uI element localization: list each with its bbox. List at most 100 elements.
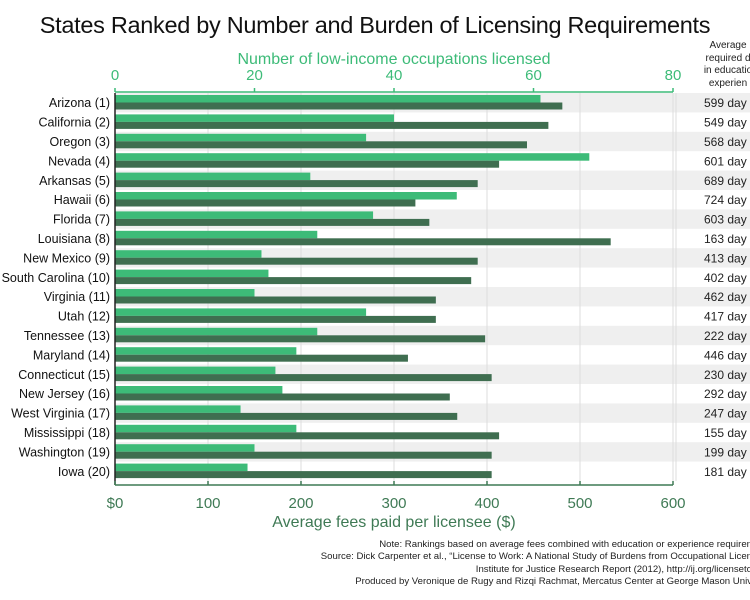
occupations-bar bbox=[115, 153, 590, 161]
days-label: 222 day bbox=[704, 329, 747, 343]
top-axis-tick-label: 60 bbox=[525, 67, 542, 84]
state-label: California (2) bbox=[38, 116, 110, 130]
fees-bar bbox=[115, 412, 458, 420]
state-label: Arizona (1) bbox=[49, 96, 110, 110]
days-label: 402 day bbox=[704, 271, 747, 285]
top-axis-title: Number of low-income occupations license… bbox=[237, 51, 551, 68]
state-label: Oregon (3) bbox=[50, 135, 110, 149]
top-axis-tick-label: 40 bbox=[386, 67, 403, 84]
top-axis-tick-label: 20 bbox=[246, 67, 263, 84]
fees-bar bbox=[115, 315, 436, 323]
bottom-axis-tick-label: 200 bbox=[288, 495, 313, 512]
days-label: 549 day bbox=[704, 116, 747, 130]
days-label: 181 day bbox=[704, 465, 747, 479]
fees-bar bbox=[115, 335, 486, 343]
footer-credit: Produced by Veronique de Rugy and Rizqi … bbox=[355, 575, 750, 587]
occupations-bar bbox=[115, 250, 262, 258]
footer-note: Note: Rankings based on average fees com… bbox=[379, 539, 750, 550]
state-label: Louisiana (8) bbox=[38, 232, 110, 246]
days-label: 163 day bbox=[704, 232, 747, 246]
occupations-bar bbox=[115, 347, 297, 355]
days-label: 599 day bbox=[704, 96, 747, 110]
occupations-bar bbox=[115, 289, 255, 297]
occupations-bar bbox=[115, 95, 541, 103]
occupations-bar bbox=[115, 211, 374, 219]
fees-bar bbox=[115, 218, 430, 226]
chart-title: States Ranked by Number and Burden of Li… bbox=[39, 12, 711, 38]
fees-bar bbox=[115, 432, 500, 440]
state-label: Tennessee (13) bbox=[24, 329, 110, 343]
state-label: Virginia (11) bbox=[44, 290, 110, 304]
fees-bar bbox=[115, 141, 527, 149]
state-label: Nevada (4) bbox=[48, 154, 110, 168]
occupations-bar bbox=[115, 424, 297, 433]
days-column-header: Average required d in educatio experien bbox=[678, 40, 750, 90]
fees-bar bbox=[115, 160, 500, 168]
state-label: Utah (12) bbox=[58, 310, 110, 324]
state-label: Hawaii (6) bbox=[54, 193, 110, 207]
occupations-bar bbox=[115, 230, 318, 239]
state-label: Maryland (14) bbox=[33, 348, 110, 362]
state-label: Washington (19) bbox=[19, 445, 110, 459]
state-label: Arkansas (5) bbox=[39, 174, 110, 188]
occupations-bar bbox=[115, 405, 241, 413]
days-label: 603 day bbox=[704, 213, 747, 227]
fees-bar bbox=[115, 471, 492, 479]
occupations-bar bbox=[115, 463, 248, 472]
days-label: 601 day bbox=[704, 154, 747, 168]
state-label: Mississippi (18) bbox=[24, 426, 110, 440]
days-label: 689 day bbox=[704, 174, 747, 188]
occupations-bar bbox=[115, 444, 255, 452]
days-label: 199 day bbox=[704, 445, 747, 459]
state-label: Florida (7) bbox=[53, 213, 110, 227]
bottom-axis-tick-label: 600 bbox=[660, 495, 685, 512]
occupations-bar bbox=[115, 133, 367, 142]
days-header-line: experien bbox=[708, 77, 748, 89]
fees-bar bbox=[115, 257, 478, 265]
days-label: 446 day bbox=[704, 348, 747, 362]
fees-bar bbox=[115, 296, 436, 304]
state-label: Iowa (20) bbox=[58, 465, 110, 479]
top-axis-tick-label: 0 bbox=[111, 67, 119, 84]
days-header-line: required d bbox=[705, 52, 750, 64]
top-axis-tick-label: 80 bbox=[665, 67, 682, 84]
footer-source-cont: Institute for Justice Research Report (2… bbox=[475, 563, 750, 575]
fees-bar bbox=[115, 451, 492, 459]
fees-bar bbox=[115, 393, 450, 401]
bottom-axis-tick-label: 100 bbox=[195, 495, 220, 512]
footer-source: Source: Dick Carpenter et al., “License … bbox=[320, 551, 750, 563]
occupations-bar bbox=[115, 114, 394, 122]
fees-bar bbox=[115, 277, 472, 285]
occupations-bar bbox=[115, 366, 276, 375]
days-label: 724 day bbox=[704, 193, 747, 207]
fees-bar bbox=[115, 102, 563, 110]
state-label: South Carolina (10) bbox=[2, 271, 110, 285]
state-label: West Virginia (17) bbox=[11, 407, 110, 421]
bottom-axis-tick-label: 500 bbox=[567, 495, 592, 512]
occupations-bar bbox=[115, 269, 269, 278]
fees-bar bbox=[115, 238, 611, 246]
fees-bar bbox=[115, 180, 478, 188]
occupations-bar bbox=[115, 192, 457, 200]
days-label: 230 day bbox=[704, 368, 747, 382]
days-label: 568 day bbox=[704, 135, 747, 149]
days-label: 417 day bbox=[704, 310, 747, 324]
days-label: 413 day bbox=[704, 251, 747, 265]
occupations-bar bbox=[115, 327, 318, 336]
bottom-axis-tick-label: $0 bbox=[107, 495, 124, 512]
days-label: 292 day bbox=[704, 387, 747, 401]
days-label: 155 day bbox=[704, 426, 747, 440]
occupations-bar bbox=[115, 172, 311, 181]
occupations-bar bbox=[115, 386, 283, 394]
fees-bar bbox=[115, 354, 408, 362]
bottom-axis-tick-label: 400 bbox=[474, 495, 499, 512]
occupations-bar bbox=[115, 308, 367, 316]
bottom-axis-title: Average fees paid per licensee ($) bbox=[272, 514, 516, 531]
state-label: Connecticut (15) bbox=[18, 368, 110, 382]
fees-bar bbox=[115, 199, 416, 207]
days-header-line: in educatio bbox=[703, 65, 750, 76]
footer-notes: Note: Rankings based on average fees com… bbox=[321, 539, 750, 588]
days-header-line: Average bbox=[709, 40, 747, 51]
days-label: 462 day bbox=[704, 290, 747, 304]
